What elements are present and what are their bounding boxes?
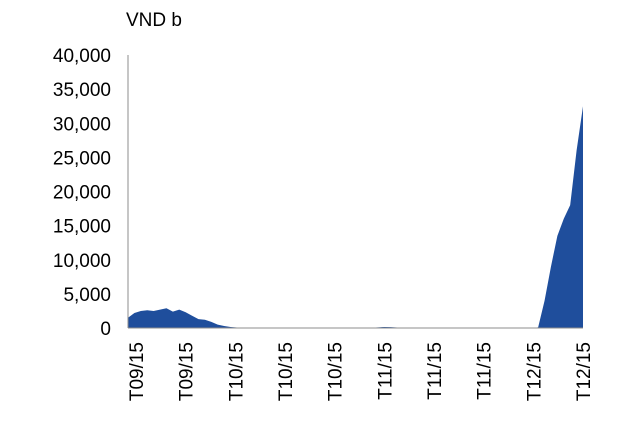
x-tick-label: T09/15: [177, 342, 198, 401]
x-tick-label: T12/15: [574, 342, 595, 401]
x-tick-label: T10/15: [276, 342, 297, 401]
x-tick-label: T10/15: [326, 342, 347, 401]
x-tick-label: T11/15: [425, 342, 446, 400]
y-tick-label: 35,000: [53, 80, 111, 101]
x-tick-label: T11/15: [475, 342, 496, 400]
y-tick-label: 15,000: [53, 217, 111, 238]
y-tick-label: 30,000: [53, 114, 111, 135]
y-tick-label: 20,000: [53, 183, 111, 204]
x-tick-label: T10/15: [226, 342, 247, 401]
x-tick-label: T09/15: [127, 342, 148, 401]
x-tick-label: T11/15: [375, 342, 396, 400]
x-tick-label: T12/15: [524, 342, 545, 401]
y-tick-label: 25,000: [53, 148, 111, 169]
y-tick-label: 0: [100, 319, 111, 340]
y-tick-label: 10,000: [53, 251, 111, 272]
y-axis-unit-label: VND b: [126, 10, 182, 31]
y-tick-label: 40,000: [53, 46, 111, 67]
y-tick-label: 5,000: [63, 285, 111, 306]
series-area-0: [128, 106, 583, 328]
